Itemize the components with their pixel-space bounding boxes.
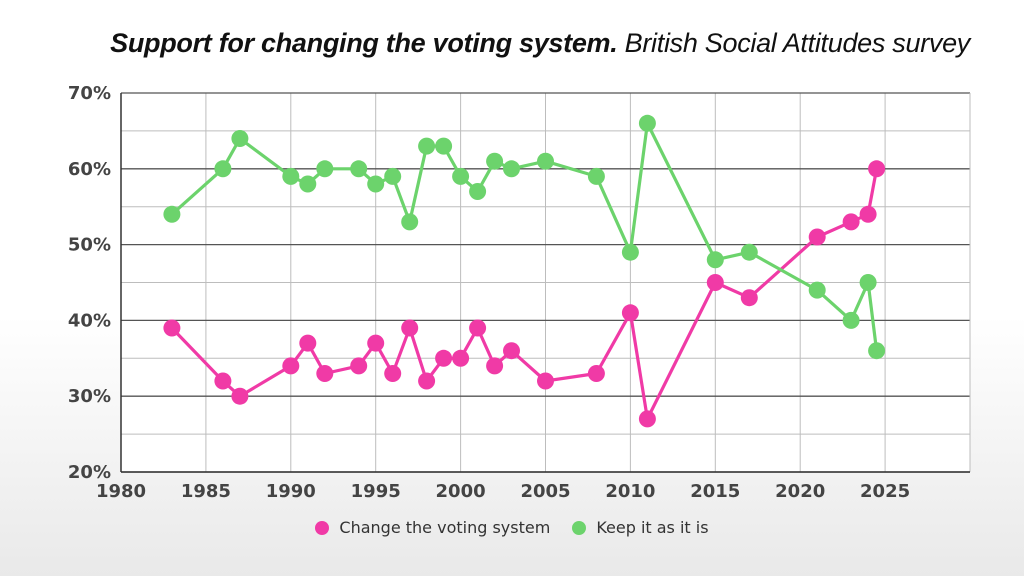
data-point-keep[interactable] <box>214 160 232 178</box>
data-point-keep[interactable] <box>231 130 249 147</box>
x-tick-label: 2015 <box>690 481 740 502</box>
legend-label-keep: Keep it as it is <box>596 518 709 537</box>
x-tick-label: 1990 <box>266 481 316 502</box>
y-tick-label: 50% <box>68 235 111 256</box>
data-point-change[interactable] <box>231 387 249 405</box>
y-tick-label: 60% <box>68 159 111 180</box>
data-point-keep[interactable] <box>859 274 877 291</box>
y-tick-label: 20% <box>68 462 111 483</box>
data-point-keep[interactable] <box>163 205 181 223</box>
data-point-change[interactable] <box>706 274 724 291</box>
data-point-keep[interactable] <box>486 152 504 170</box>
data-point-keep[interactable] <box>638 114 656 132</box>
data-point-change[interactable] <box>316 365 334 382</box>
data-point-change[interactable] <box>163 319 181 337</box>
data-point-keep[interactable] <box>868 342 886 360</box>
x-tick-label: 2010 <box>605 481 655 502</box>
x-tick-label: 1995 <box>351 481 401 502</box>
x-tick-label: 2000 <box>436 481 486 502</box>
data-point-change[interactable] <box>503 342 520 360</box>
data-point-change[interactable] <box>842 213 860 231</box>
data-point-keep[interactable] <box>469 183 487 200</box>
data-point-change[interactable] <box>418 372 436 390</box>
data-point-change[interactable] <box>868 160 886 178</box>
data-point-change[interactable] <box>469 319 487 337</box>
data-point-keep[interactable] <box>706 251 724 269</box>
data-point-change[interactable] <box>299 334 317 352</box>
legend-label-change: Change the voting system <box>339 518 551 537</box>
data-point-change[interactable] <box>401 319 419 337</box>
series-keep <box>163 114 886 360</box>
data-point-keep[interactable] <box>418 137 436 155</box>
data-point-change[interactable] <box>808 228 826 246</box>
data-point-change[interactable] <box>282 357 300 375</box>
chart-title: Support for changing the voting system. … <box>0 28 970 59</box>
data-point-keep[interactable] <box>808 281 826 299</box>
grid-lines <box>120 92 971 473</box>
data-point-keep[interactable] <box>452 167 470 185</box>
data-point-keep[interactable] <box>350 160 368 178</box>
legend-item-change[interactable]: Change the voting system <box>315 518 550 537</box>
x-tick-label: 2020 <box>775 481 825 502</box>
data-point-keep[interactable] <box>367 175 385 193</box>
x-tick-label: 1980 <box>96 481 146 502</box>
data-point-change[interactable] <box>452 349 470 367</box>
x-tick-label: 2005 <box>520 481 570 502</box>
data-point-keep[interactable] <box>503 160 520 178</box>
data-point-keep[interactable] <box>621 243 639 261</box>
data-point-change[interactable] <box>859 205 877 223</box>
y-tick-label: 30% <box>68 386 111 407</box>
data-point-change[interactable] <box>435 349 453 367</box>
data-point-keep[interactable] <box>537 152 554 170</box>
chart-subtitle: British Social Attitudes survey <box>624 28 971 58</box>
data-point-keep[interactable] <box>282 167 300 185</box>
legend: Change the voting system Keep it as it i… <box>0 518 1024 537</box>
data-point-change[interactable] <box>621 304 639 322</box>
legend-item-keep[interactable]: Keep it as it is <box>572 518 709 537</box>
data-point-keep[interactable] <box>740 243 758 261</box>
data-point-keep[interactable] <box>587 167 605 185</box>
x-tick-label: 2025 <box>860 481 910 502</box>
data-point-change[interactable] <box>214 372 232 390</box>
x-tick-label: 1985 <box>181 481 231 502</box>
legend-swatch-keep <box>572 520 587 535</box>
data-point-change[interactable] <box>384 365 402 382</box>
axes: 20% 30% 40% 50% 60% 70% 1980 1985 1990 1995 2000 20… <box>68 83 970 502</box>
series-group <box>163 114 886 428</box>
data-point-change[interactable] <box>367 334 385 352</box>
data-point-keep[interactable] <box>384 167 402 185</box>
data-point-change[interactable] <box>587 365 605 382</box>
legend-swatch-change <box>315 520 330 535</box>
data-point-keep[interactable] <box>842 311 860 329</box>
data-point-change[interactable] <box>486 357 504 375</box>
y-tick-label: 70% <box>68 83 111 104</box>
data-point-change[interactable] <box>740 289 758 307</box>
data-point-keep[interactable] <box>435 137 453 155</box>
data-point-keep[interactable] <box>299 175 317 193</box>
data-point-change[interactable] <box>537 372 554 390</box>
chart-title-main: Support for changing the voting system. <box>110 28 618 58</box>
data-point-keep[interactable] <box>401 213 419 231</box>
data-point-change[interactable] <box>638 410 656 428</box>
series-change <box>163 160 886 428</box>
data-point-keep[interactable] <box>316 160 334 178</box>
data-point-change[interactable] <box>350 357 368 375</box>
y-tick-label: 40% <box>68 310 111 331</box>
